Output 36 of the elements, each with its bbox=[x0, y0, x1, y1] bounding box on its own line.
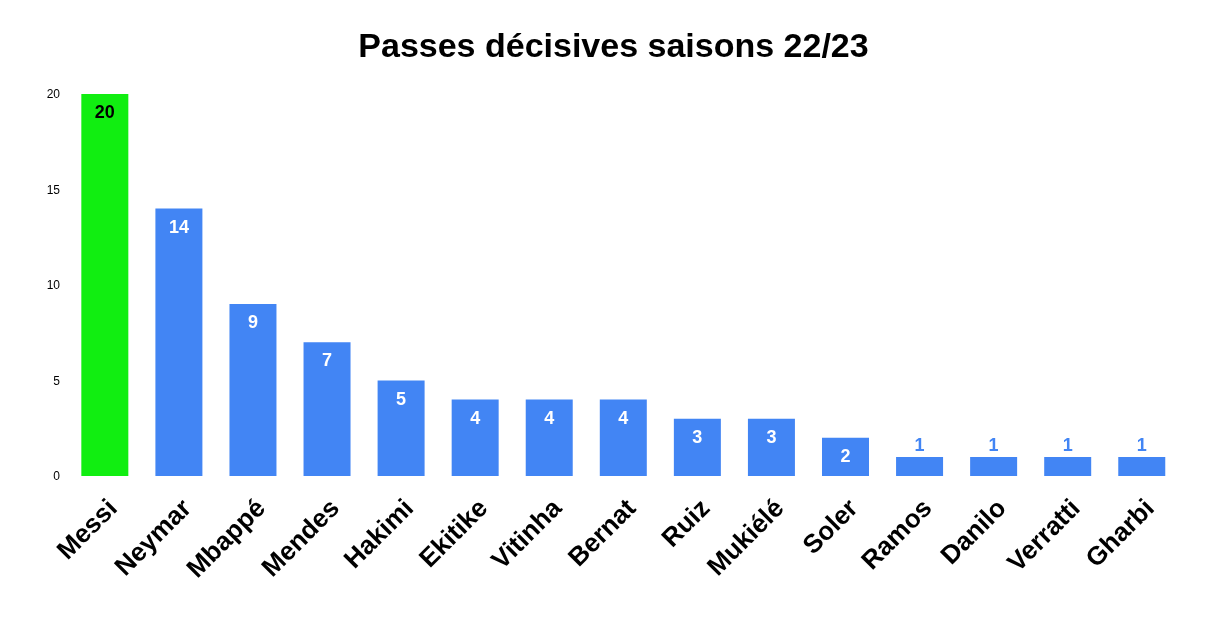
bar bbox=[155, 208, 203, 476]
y-tick-label: 10 bbox=[46, 278, 61, 293]
y-tick-label: 5 bbox=[53, 373, 61, 388]
data-label: 4 bbox=[618, 407, 629, 428]
y-tick-label: 15 bbox=[46, 182, 61, 197]
bar bbox=[377, 380, 425, 476]
bar bbox=[747, 418, 795, 476]
bar bbox=[822, 437, 869, 476]
data-label: 14 bbox=[168, 216, 189, 237]
data-label: 1 bbox=[914, 434, 925, 455]
bar bbox=[525, 399, 573, 476]
data-label: 7 bbox=[322, 350, 333, 371]
bar bbox=[229, 304, 277, 476]
data-label: 5 bbox=[396, 388, 407, 409]
data-label: 3 bbox=[692, 426, 703, 447]
data-label: 20 bbox=[94, 102, 115, 122]
bar bbox=[970, 456, 1018, 476]
bar bbox=[1118, 456, 1166, 476]
bar bbox=[1044, 456, 1092, 476]
data-label: 1 bbox=[988, 434, 999, 455]
bar bbox=[673, 418, 721, 476]
data-label: 4 bbox=[470, 407, 481, 428]
bar bbox=[451, 399, 499, 476]
bar bbox=[896, 456, 944, 476]
data-label: 1 bbox=[1136, 434, 1147, 455]
data-label: 1 bbox=[1062, 434, 1073, 455]
chart-title: Passes décisives saisons 22/23 bbox=[357, 26, 870, 66]
data-label: 9 bbox=[247, 312, 258, 333]
y-tick-label: 0 bbox=[53, 469, 61, 484]
bar bbox=[303, 342, 351, 476]
data-label: 2 bbox=[840, 445, 851, 466]
data-label: 3 bbox=[766, 426, 777, 447]
y-tick-label: 20 bbox=[46, 87, 61, 102]
data-label: 4 bbox=[544, 407, 555, 428]
bar bbox=[599, 399, 647, 476]
bar bbox=[81, 94, 129, 476]
